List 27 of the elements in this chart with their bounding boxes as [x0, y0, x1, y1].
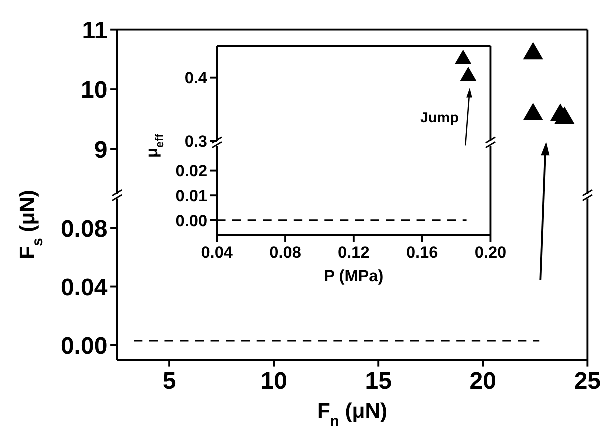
annotation: Jump	[420, 110, 460, 127]
x-tick-label: 10	[260, 368, 288, 395]
x-tick-label: 0.08	[270, 244, 302, 262]
y-tick-label: 0.01	[176, 187, 208, 206]
x-axis-title: F$_{n}$ (μN)	[317, 400, 388, 430]
y-tick-label: 10	[80, 77, 108, 104]
y-tick-label: 0.4	[184, 70, 208, 88]
y-tick-label: 9	[94, 136, 108, 164]
y-tick-label: 0.04	[60, 274, 108, 302]
x-tick-label: 25	[574, 368, 602, 395]
x-tick-label: 0.20	[474, 244, 507, 262]
point	[523, 42, 544, 60]
x-tick-label: 0.04	[201, 244, 233, 262]
x-tick-label: 15	[365, 368, 392, 395]
y-tick-label: 0.00	[60, 333, 108, 360]
x-tick-label: 20	[470, 368, 496, 395]
point	[554, 106, 575, 124]
point	[523, 103, 544, 121]
x-tick-label: 5	[162, 368, 176, 395]
y-tick-label: 11	[82, 17, 108, 44]
x-tick-label: 0.12	[338, 244, 370, 262]
x-tick-label: 0.16	[406, 244, 438, 262]
y-tick-label: 0.02	[176, 162, 208, 181]
y-tick-label: 0.3	[184, 133, 208, 152]
x-axis-title: P (MPa)	[324, 267, 384, 286]
y-tick-label: 0.00	[176, 212, 208, 230]
y-tick-label: 0.08	[60, 216, 108, 243]
